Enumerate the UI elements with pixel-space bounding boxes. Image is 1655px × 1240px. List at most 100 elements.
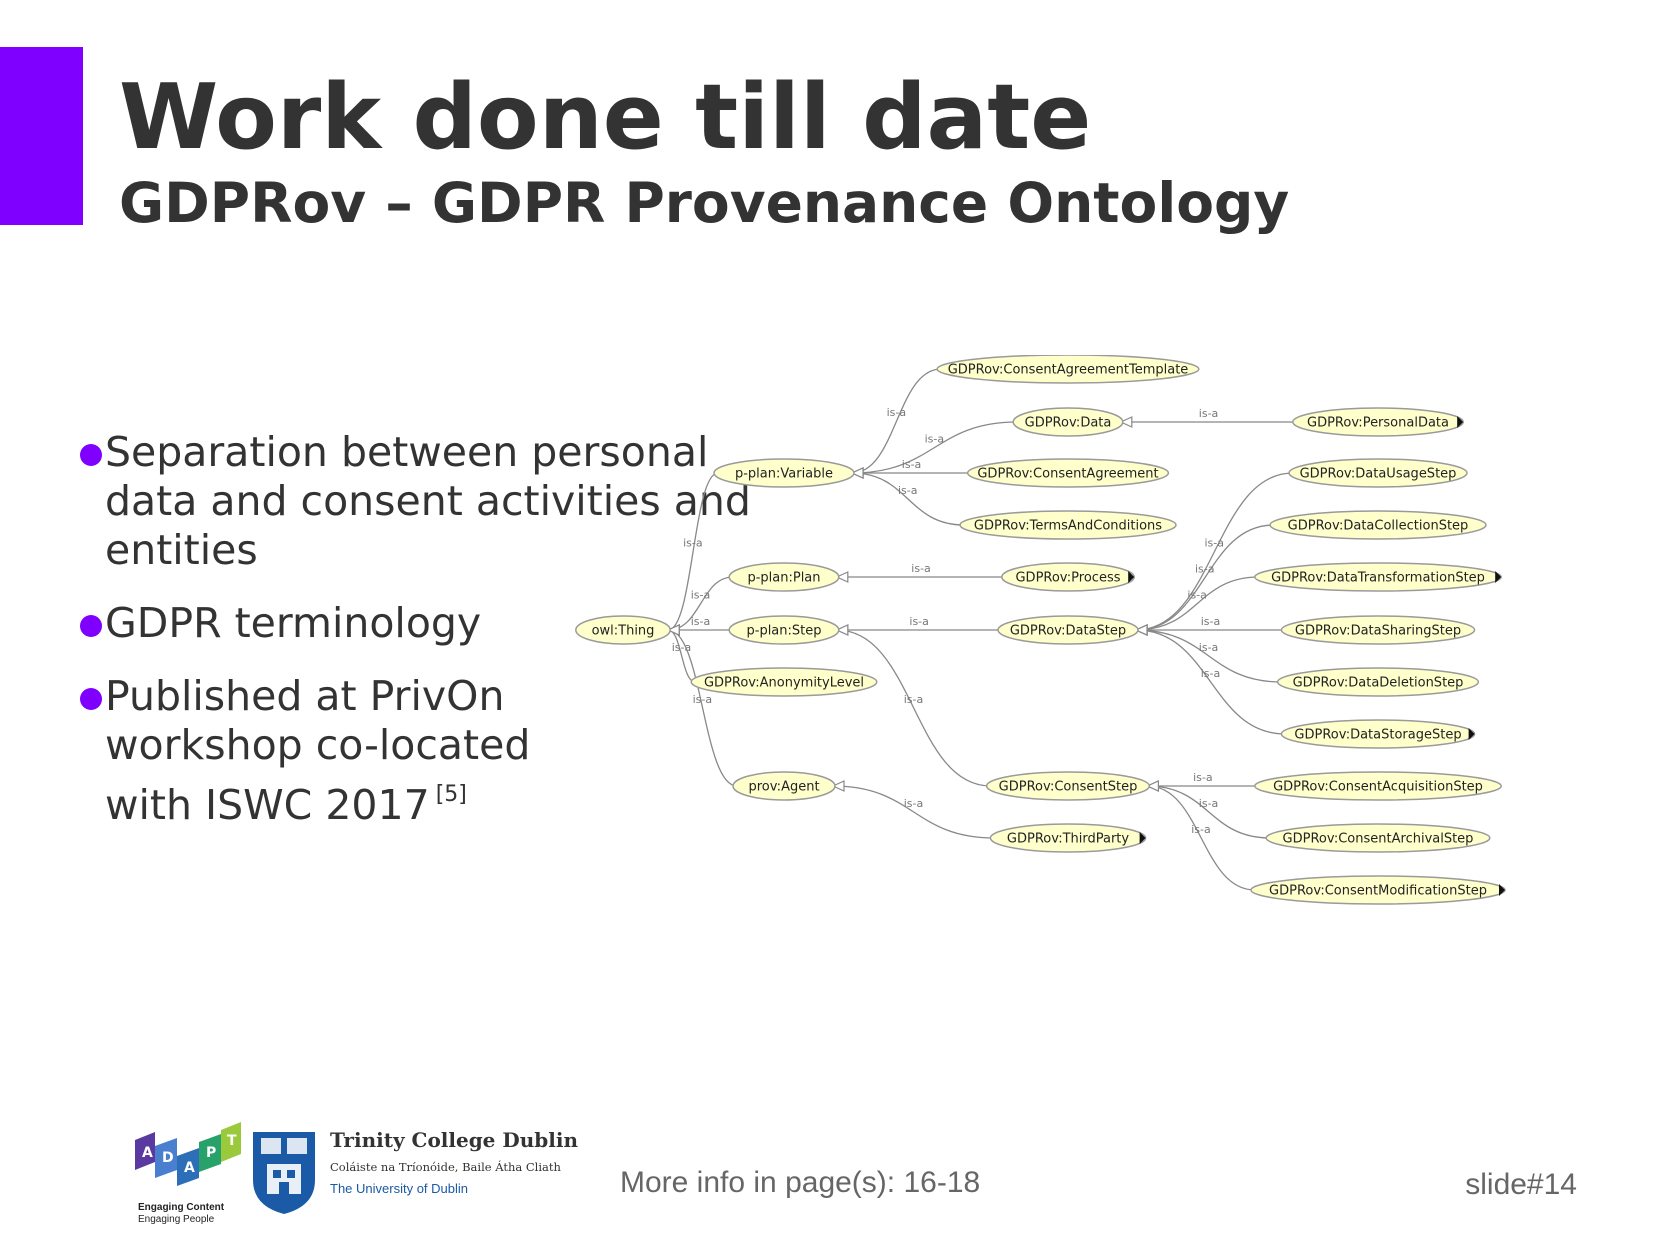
diagram-edge: is-a (835, 624, 991, 787)
is-a-arrowhead-icon (666, 624, 680, 636)
node-ellipse (690, 667, 878, 697)
node-ellipse (1276, 667, 1480, 697)
slide-number: slide#14 (1465, 1168, 1577, 1201)
tcd-irish-name: Coláiste na Tríonóide, Baile Átha Cliath (330, 1160, 561, 1174)
node-label: GDPRov:DataStorageStep (1294, 728, 1461, 743)
diagram-edge: is-a (1134, 472, 1294, 636)
expand-arrow-icon[interactable] (1495, 571, 1502, 583)
node-ellipse (713, 458, 855, 488)
diagram-node[interactable]: GDPRov:ConsentModificationStep (1250, 875, 1506, 905)
diagram-node[interactable]: GDPRov:DataUsageStep (1288, 458, 1468, 488)
tcd-name: Trinity College Dublin (330, 1128, 578, 1152)
node-ellipse (1254, 771, 1502, 801)
diagram-node[interactable]: GDPRov:DataStep (997, 615, 1139, 645)
node-label: GDPRov:ThirdParty (1007, 832, 1130, 847)
diagram-node[interactable]: p-plan:Step (728, 615, 840, 645)
svg-text:A: A (142, 1145, 153, 1161)
node-ellipse (1269, 510, 1487, 540)
edge-line (851, 421, 1018, 474)
edge-label: is-a (1201, 667, 1221, 680)
diagram-edge: is-a (835, 615, 1003, 636)
diagram-node[interactable]: GDPRov:DataDeletionStep (1276, 667, 1480, 697)
diagram-nodes: owl:Thing p-plan:Variable p-plan:Plan p-pla… (575, 355, 1506, 905)
node-ellipse (1265, 823, 1491, 853)
node-label: GDPRov:ConsentModificationStep (1269, 884, 1487, 899)
node-ellipse (728, 615, 840, 645)
citation-reference[interactable]: [5] (435, 782, 467, 807)
diagram-node[interactable]: GDPRov:DataCollectionStep (1269, 510, 1487, 540)
expand-arrow-icon[interactable] (1128, 571, 1135, 583)
diagram-node[interactable]: GDPRov:ConsentAgreementTemplate (936, 355, 1200, 384)
is-a-arrowhead-icon (831, 780, 845, 792)
edge-label: is-a (887, 406, 907, 419)
diagram-node[interactable]: GDPRov:Data (1012, 407, 1124, 437)
node-ellipse (1280, 615, 1476, 645)
adapt-caption-line2: Engaging People (138, 1214, 215, 1225)
edge-line (1147, 785, 1256, 891)
edge-label: is-a (1199, 797, 1219, 810)
edge-label: is-a (911, 562, 931, 575)
diagram-node[interactable]: GDPRov:ConsentAgreement (966, 458, 1170, 488)
is-a-arrowhead-icon (850, 467, 864, 479)
diagram-node[interactable]: GDPRov:PersonalData (1292, 407, 1464, 437)
diagram-node[interactable]: owl:Thing (575, 615, 671, 645)
bullet-text: Published at PrivOn workshop co-located … (105, 672, 531, 829)
edge-label: is-a (925, 433, 945, 446)
svg-text:P: P (206, 1145, 216, 1161)
node-label: GDPRov:ConsentStep (999, 780, 1138, 795)
edge-label: is-a (1193, 771, 1213, 784)
edge-label: is-a (1199, 407, 1219, 420)
node-ellipse (959, 510, 1177, 540)
edge-label: is-a (693, 693, 713, 706)
node-label: GDPRov:DataStep (1010, 624, 1126, 639)
diagram-node[interactable]: GDPRov:DataStorageStep (1280, 719, 1476, 749)
edge-label: is-a (898, 484, 918, 497)
edge-line (667, 629, 696, 683)
diagram-node[interactable]: p-plan:Plan (728, 562, 840, 592)
expand-arrow-icon[interactable] (1468, 728, 1475, 740)
tcd-shield-icon (253, 1132, 315, 1214)
edge-label: is-a (904, 693, 924, 706)
diagram-node[interactable]: p-plan:Variable (713, 458, 855, 488)
is-a-arrowhead-icon (1134, 624, 1148, 636)
diagram-node[interactable]: GDPRov:ConsentAcquisitionStep (1254, 771, 1502, 801)
edge-line (836, 629, 991, 787)
bullet-text: GDPR terminology (105, 599, 482, 647)
expand-arrow-icon[interactable] (1457, 416, 1464, 428)
node-label: GDPRov:ConsentAgreementTemplate (948, 363, 1189, 378)
diagram-node[interactable]: GDPRov:DataSharingStep (1280, 615, 1476, 645)
diagram-node[interactable]: GDPRov:AnonymityLevel (690, 667, 878, 697)
node-label: prov:Agent (748, 780, 819, 795)
node-label: GDPRov:ConsentAcquisitionStep (1273, 780, 1483, 795)
node-label: GDPRov:TermsAndConditions (974, 519, 1162, 534)
diagram-node[interactable]: GDPRov:TermsAndConditions (959, 510, 1177, 540)
edge-line (668, 629, 738, 787)
diagram-edge: is-a (666, 472, 719, 636)
edge-label: is-a (672, 641, 692, 654)
node-ellipse (732, 771, 836, 801)
node-label: p-plan:Step (747, 624, 822, 639)
diagram-node[interactable]: GDPRov:Process (1001, 562, 1135, 592)
edge-label: is-a (683, 537, 703, 550)
node-label: GDPRov:Data (1025, 416, 1112, 431)
diagram-edge: is-a (666, 624, 738, 787)
diagram-node[interactable]: GDPRov:ConsentArchivalStep (1265, 823, 1491, 853)
expand-arrow-icon[interactable] (1139, 832, 1146, 844)
bullet-item: Separation between personal data and con… (80, 428, 760, 575)
is-a-arrowhead-icon (1145, 780, 1160, 792)
diagram-node[interactable]: prov:Agent (732, 771, 836, 801)
adapt-logo-icon: A D A P T (135, 1122, 241, 1186)
node-ellipse (1012, 407, 1124, 437)
svg-text:T: T (227, 1133, 237, 1149)
adapt-caption: Engaging Content Engaging People (138, 1202, 258, 1226)
diagram-node[interactable]: GDPRov:ConsentStep (985, 771, 1151, 801)
edge-line (1147, 785, 1271, 839)
node-label: p-plan:Variable (735, 467, 833, 482)
diagram-node[interactable]: GDPRov:ThirdParty (989, 823, 1147, 853)
edge-label: is-a (1187, 589, 1207, 602)
diagram-node[interactable]: GDPRov:DataTransformationStep (1254, 562, 1502, 592)
expand-arrow-icon[interactable] (1499, 884, 1505, 896)
edge-line (851, 368, 942, 474)
is-a-arrowhead-icon (1119, 416, 1133, 428)
diagram-edge: is-a (850, 467, 965, 526)
